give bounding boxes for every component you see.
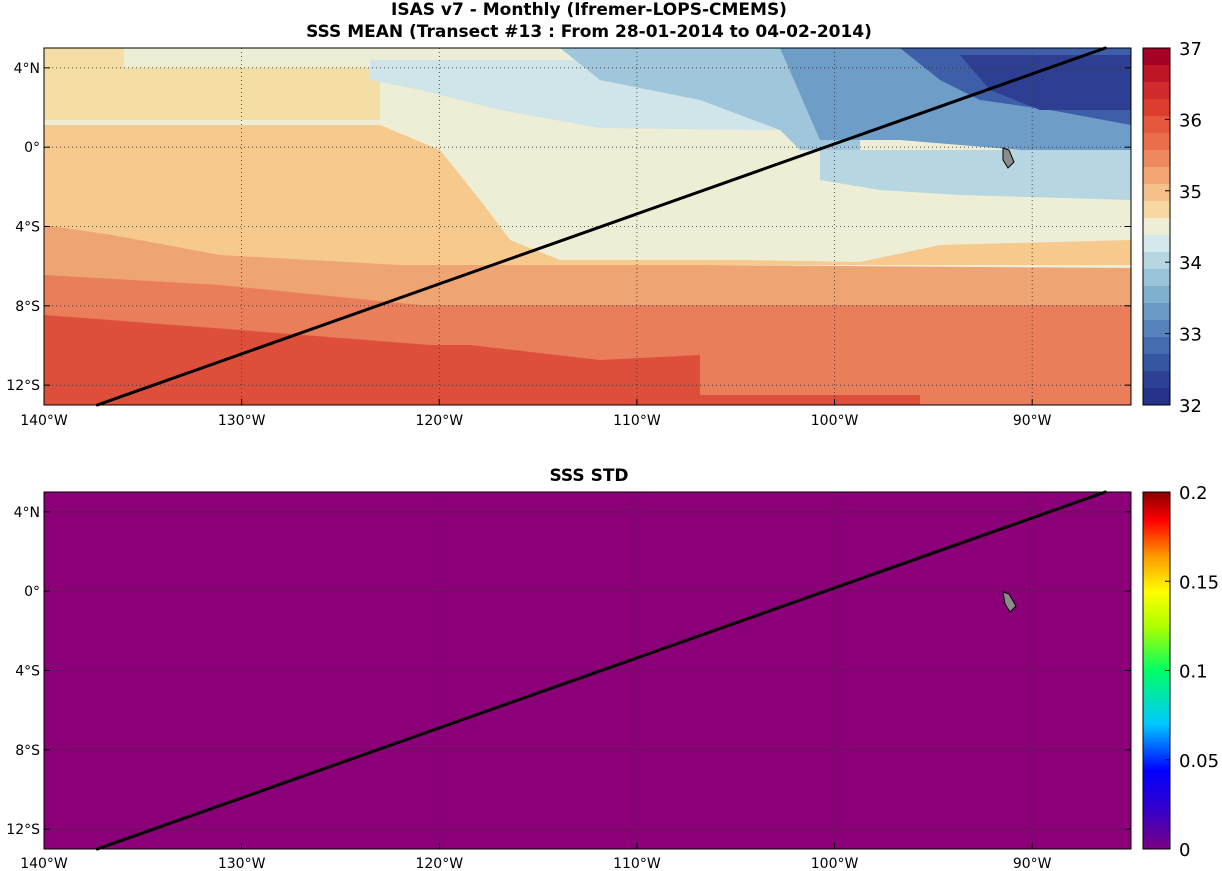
mean-y-tick-label: 12°S (6, 378, 40, 394)
mean-x-tick-label: 140°W (20, 413, 68, 429)
mean-y-ticks: 4°N 0° 4°S 8°S 12°S (6, 61, 1131, 394)
mean-field (44, 48, 1131, 405)
std-field-fill (44, 492, 1131, 849)
mean-colorbar-step (1143, 133, 1170, 151)
mean-colorbar-label: 35 (1179, 182, 1202, 203)
sss-band-34-0 (820, 150, 1131, 200)
std-y-tick-label: 12°S (6, 822, 40, 838)
std-x-tick-label: 140°W (20, 856, 68, 871)
mean-colorbar-step (1143, 184, 1170, 202)
figure-title: ISAS v7 - Monthly (Ifremer-LOPS-CMEMS) (391, 0, 787, 20)
mean-colorbar-step (1143, 218, 1170, 236)
mean-colorbar-step (1143, 269, 1170, 287)
std-x-ticks: 140°W 130°W 120°W 110°W 100°W 90°W (20, 843, 1052, 871)
mean-colorbar-step (1143, 252, 1170, 270)
mean-colorbar-label: 34 (1179, 253, 1202, 274)
mean-x-tick-label: 90°W (1013, 413, 1052, 429)
std-y-tick-label: 4°N (14, 505, 40, 521)
sss-band-35-0 (44, 48, 380, 120)
mean-colorbar-label: 37 (1179, 39, 1202, 60)
sss-band-35-6 (44, 225, 1131, 315)
mean-colorbar-step (1143, 167, 1170, 185)
mean-colorbar-step (1143, 235, 1170, 253)
std-colorbar-label: 0.2 (1179, 483, 1208, 504)
mean-colorbar-step (1143, 354, 1170, 372)
std-field (44, 492, 1131, 849)
std-colorbar: 0.2 0.15 0.1 0.05 0 (1142, 483, 1219, 861)
mean-colorbar-step (1143, 337, 1170, 355)
mean-x-tick-label: 100°W (811, 413, 859, 429)
mean-colorbar-step (1143, 371, 1170, 389)
mean-colorbar-step (1143, 65, 1170, 83)
mean-colorbar-label: 33 (1179, 325, 1202, 346)
mean-x-tick-label: 130°W (218, 413, 266, 429)
land-galapagos-top (1002, 147, 1015, 169)
mean-x-ticks: 140°W 130°W 120°W 110°W 100°W 90°W (20, 399, 1052, 429)
mean-colorbar-step (1143, 48, 1170, 66)
mean-x-tick-label: 110°W (613, 413, 661, 429)
mean-colorbar-step (1143, 320, 1170, 338)
mean-heatmap-panel: 140°W 130°W 120°W 110°W 100°W 90°W 4°N 0° 4°S 8°… (6, 46, 1132, 429)
std-panel-title: SSS STD (549, 466, 629, 486)
mean-colorbar-step (1143, 388, 1170, 406)
sss-band-36-1 (44, 315, 920, 405)
mean-colorbar-step (1143, 99, 1170, 117)
mean-colorbar: 37 36 35 34 33 32 (1142, 39, 1202, 417)
std-colorbar-label: 0.15 (1179, 572, 1219, 593)
std-y-tick-label: 8°S (15, 743, 40, 759)
mean-colorbar-step (1143, 303, 1170, 321)
std-x-tick-label: 130°W (218, 856, 266, 871)
mean-colorbar-step (1143, 286, 1170, 304)
std-x-tick-label: 100°W (811, 856, 859, 871)
std-x-tick-label: 90°W (1013, 856, 1052, 871)
mean-colorbar-label: 32 (1179, 396, 1202, 417)
mean-colorbar-step (1143, 150, 1170, 168)
mean-colorbar-step (1143, 201, 1170, 219)
std-x-tick-label: 120°W (415, 856, 463, 871)
std-colorbar-label: 0.1 (1179, 662, 1208, 683)
land-galapagos-bottom (1002, 591, 1017, 613)
mean-colorbar-step (1143, 116, 1170, 134)
sss-band-35-3 (44, 125, 1131, 265)
mean-x-tick-label: 120°W (415, 413, 463, 429)
mean-colorbar-label: 36 (1179, 110, 1202, 131)
std-transect-line (95, 490, 1107, 851)
mean-y-tick-label: 0° (24, 140, 40, 156)
mean-colorbar-frame (1142, 47, 1171, 406)
std-colorbar-label: 0.05 (1179, 751, 1219, 772)
mean-y-tick-label: 4°N (14, 61, 40, 77)
std-colorbar-label: 0 (1179, 840, 1190, 861)
std-y-tick-label: 4°S (15, 664, 40, 680)
mean-transect-line (95, 46, 1107, 407)
mean-y-tick-label: 4°S (15, 220, 40, 236)
std-y-tick-label: 0° (24, 584, 40, 600)
std-y-ticks: 4°N 0° 4°S 8°S 12°S (6, 505, 1131, 838)
mean-y-tick-label: 8°S (15, 299, 40, 315)
std-heatmap-panel: 140°W 130°W 120°W 110°W 100°W 90°W 4°N 0° 4°S 8°… (6, 490, 1132, 871)
mean-panel-title: SSS MEAN (Transect #13 : From 28-01-2014… (306, 22, 872, 42)
sss-band-32-2 (960, 55, 1131, 110)
std-x-tick-label: 110°W (613, 856, 661, 871)
mean-colorbar-step (1143, 82, 1170, 100)
